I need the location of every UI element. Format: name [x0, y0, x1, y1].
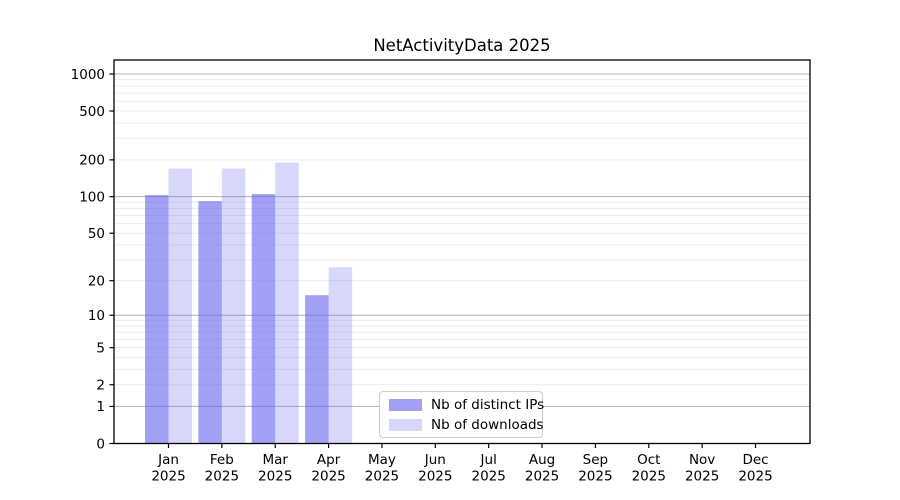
y-tick-label: 1000: [71, 67, 105, 83]
y-tick-label: 20: [88, 273, 105, 289]
bar-distinct-ips-jan: [145, 195, 169, 444]
x-tick-label-month: Jan: [157, 452, 179, 468]
x-tick-label-year: 2025: [525, 469, 559, 485]
x-tick-label-year: 2025: [258, 469, 292, 485]
bar-distinct-ips-apr: [305, 295, 329, 444]
bar-distinct-ips-feb: [198, 201, 222, 444]
y-tick-label: 100: [79, 189, 105, 205]
y-tick-label: 5: [96, 340, 105, 356]
bar-downloads-jan: [168, 168, 192, 444]
x-tick-label-year: 2025: [685, 469, 719, 485]
plot-border: [113, 59, 811, 445]
y-tick-label: 0: [96, 436, 105, 452]
x-tick-label-month: May: [368, 452, 396, 468]
x-tick-label-month: Jun: [424, 452, 446, 468]
x-tick-label-month: Jul: [480, 452, 497, 468]
x-tick-label-year: 2025: [311, 469, 345, 485]
x-tick-label-month: Mar: [262, 452, 288, 468]
bar-downloads-feb: [221, 168, 246, 444]
x-tick-label-year: 2025: [418, 469, 452, 485]
x-tick-label-month: Aug: [529, 452, 555, 468]
legend-swatch-distinct-ips: [389, 398, 422, 411]
bar-downloads-mar: [275, 162, 299, 444]
bar-distinct-ips-mar: [251, 194, 276, 444]
y-tick-label: 200: [79, 153, 105, 169]
legend-swatch-downloads: [389, 418, 422, 431]
x-tick-label-month: Oct: [637, 452, 660, 468]
x-tick-label-year: 2025: [151, 469, 185, 485]
legend-item-distinct-ips: Nb of distinct IPs: [389, 396, 545, 413]
x-tick-label-month: Dec: [742, 452, 768, 468]
y-tick-label: 50: [88, 226, 105, 242]
y-tick-label: 1: [96, 399, 105, 415]
legend-label-downloads: Nb of downloads: [431, 416, 544, 433]
x-tick-label-year: 2025: [632, 469, 666, 485]
x-tick-label-year: 2025: [738, 469, 772, 485]
bar-downloads-apr: [328, 267, 353, 444]
legend-label-distinct-ips: Nb of distinct IPs: [431, 396, 545, 413]
x-tick-label-year: 2025: [472, 469, 506, 485]
y-tick-label: 2: [96, 378, 105, 394]
x-tick-label-year: 2025: [578, 469, 612, 485]
legend: Nb of distinct IPs Nb of downloads: [379, 391, 545, 438]
x-tick-label-month: Nov: [689, 452, 715, 468]
y-tick-label: 10: [88, 308, 105, 324]
x-tick-label-year: 2025: [365, 469, 399, 485]
legend-item-downloads: Nb of downloads: [389, 416, 544, 433]
chart-title: NetActivityData 2025: [373, 36, 550, 55]
x-tick-label-month: Sep: [583, 452, 608, 468]
x-tick-label-year: 2025: [205, 469, 239, 485]
x-tick-label-month: Feb: [210, 452, 234, 468]
y-tick-label: 500: [79, 104, 105, 120]
x-tick-label-month: Apr: [317, 452, 341, 468]
